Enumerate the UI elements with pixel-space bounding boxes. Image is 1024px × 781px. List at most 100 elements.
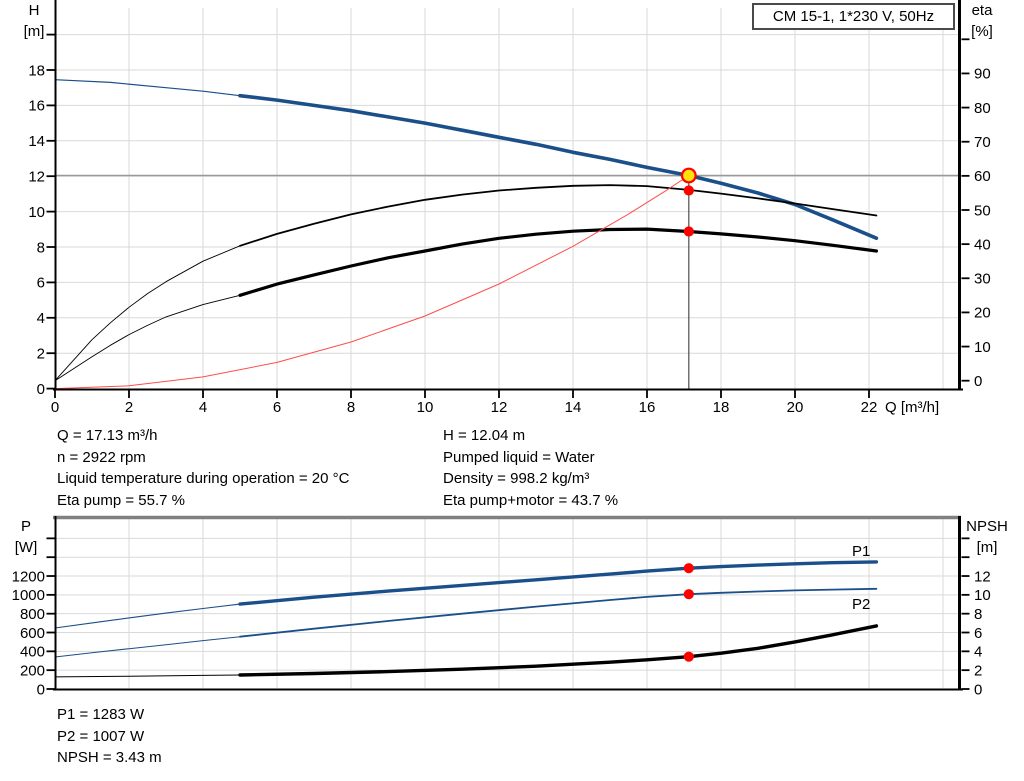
p1-curve (54, 560, 879, 629)
right-tick-label: 6 (974, 625, 982, 642)
right-tick-label: 50 (974, 202, 991, 219)
eta-pump-curve-segment (54, 245, 241, 382)
info-line-density: Density = 998.2 kg/m³ (443, 470, 590, 488)
left-tick-label: 1000 (12, 587, 45, 604)
eta-pump-point-marker (683, 185, 694, 196)
head-curve (54, 79, 879, 240)
p2-curve (54, 587, 878, 658)
left-tick-label: 6 (37, 275, 45, 292)
left-tick-label: 200 (20, 662, 45, 679)
system-curve (54, 175, 690, 390)
duty-info-left: Q = 17.13 m³/h n = 2922 rpm Liquid tempe… (57, 425, 349, 512)
x-tick-label: 14 (565, 399, 582, 416)
left-tick-label: 10 (28, 204, 45, 221)
hq-eta-chart: 0 2 4 6 8 10 12 14 16 18 0 10 20 30 40 50 60 70 80 90 0 2 4 6 8 1… (28, 0, 991, 416)
x-tick-label: 2 (125, 399, 133, 416)
right-tick-label: 4 (974, 644, 982, 661)
right-tick-label: 80 (974, 100, 991, 117)
eta-axis-title-symbol: eta (971, 2, 993, 19)
p1-curve-segment (238, 560, 879, 606)
right-tick-label: 90 (974, 66, 991, 83)
info-line-eta-pump: Eta pump = 55.7 % (57, 492, 185, 510)
x-tick-label: 0 (51, 399, 59, 416)
head-curve-segment (238, 93, 879, 240)
series-label-p1: P1 (852, 543, 870, 560)
left-tick-label: 18 (28, 62, 45, 79)
h-axis-title-unit: [m] (23, 23, 45, 40)
right-tick-label: 2 (974, 662, 982, 679)
p-axis-title-symbol: P (20, 518, 31, 535)
npsh-axis-title: NPSH [m] (958, 516, 1016, 558)
x-tick-label: 8 (347, 399, 355, 416)
head-curve-segment (54, 79, 241, 97)
series-label-p2: P2 (852, 596, 870, 613)
info-line-head: H = 12.04 m (443, 427, 526, 444)
info-line-p2: P2 = 1007 W (57, 727, 145, 745)
gridlines (55, 519, 958, 688)
npsh-axis-title-symbol: NPSH (966, 518, 1008, 535)
right-tick-label: 30 (974, 271, 991, 288)
right-tick-label: 10 (974, 587, 991, 604)
h-axis-title-symbol: H (28, 2, 40, 19)
left-tick-label: 8 (37, 239, 45, 256)
pump-type-label: CM 15-1, 1*230 V, 50Hz (752, 3, 955, 30)
power-info: P1 = 1283 W P2 = 1007 W NPSH = 3.43 m (57, 704, 162, 769)
x-tick-label: 10 (417, 399, 434, 416)
left-tick-label: 12 (28, 169, 45, 186)
eta-pump-motor-curve-segment (238, 227, 879, 297)
eta-pump-curve (54, 184, 878, 382)
eta-pump-motor-point-marker (683, 226, 694, 237)
x-tick-label: 22 (861, 399, 878, 416)
right-tick-label: 8 (974, 606, 982, 623)
left-tick-label: 2 (37, 346, 45, 363)
eta-axis-title-unit: [%] (971, 23, 993, 40)
left-tick-label: 0 (37, 681, 45, 698)
duty-point-marker[interactable] (680, 167, 697, 184)
x-axis-unit-label: Q [m³/h] (885, 399, 939, 416)
x-tick-label: 6 (273, 399, 281, 416)
right-tick-label: 10 (974, 339, 991, 356)
p1-point-marker (683, 563, 694, 574)
duty-info-right: H = 12.04 m Pumped liquid = Water Densit… (443, 425, 618, 512)
right-tick-label: 20 (974, 305, 991, 322)
x-tick-label: 18 (713, 399, 730, 416)
left-tick-label: 600 (20, 625, 45, 642)
left-tick-label: 4 (37, 310, 45, 327)
info-line-pumped-liquid: Pumped liquid = Water (443, 448, 595, 466)
system-curve-segment (54, 175, 690, 390)
left-tick-label: 400 (20, 644, 45, 661)
p2-curve-segment (54, 636, 241, 658)
h-axis-title: H [m] (14, 0, 54, 42)
eta-pump-motor-curve-segment (54, 294, 241, 382)
npsh-curve-segment (54, 674, 241, 678)
right-tick-label: 60 (974, 168, 991, 185)
npsh-point-marker (683, 651, 694, 662)
left-tick-label: 1200 (12, 568, 45, 585)
right-tick-label: 0 (974, 681, 982, 698)
info-line-flow: Q = 17.13 m³/h (57, 427, 158, 444)
eta-pump-motor-curve (54, 227, 879, 382)
npsh-curve-segment (238, 624, 879, 677)
left-tick-label: 14 (28, 133, 45, 150)
info-line-npsh: NPSH = 3.43 m (57, 749, 162, 767)
npsh-curve (54, 624, 879, 678)
right-tick-label: 70 (974, 134, 991, 151)
x-tick-label: 20 (787, 399, 804, 416)
left-tick-label: 16 (28, 98, 45, 115)
left-tick-label: 800 (20, 606, 45, 623)
x-tick-label: 16 (639, 399, 656, 416)
right-tick-label: 0 (974, 373, 982, 390)
p-axis-title-unit: [W] (14, 539, 38, 556)
p2-point-marker (683, 589, 694, 600)
x-tick-label: 12 (491, 399, 508, 416)
info-line-eta-pump-motor: Eta pump+motor = 43.7 % (443, 492, 619, 510)
npsh-axis-title-unit: [m] (976, 539, 998, 556)
p1-curve-segment (54, 603, 241, 629)
p2-curve-segment (239, 587, 878, 638)
info-line-p1: P1 = 1283 W (57, 706, 145, 723)
gridlines (55, 8, 958, 389)
right-tick-label: 40 (974, 236, 991, 253)
